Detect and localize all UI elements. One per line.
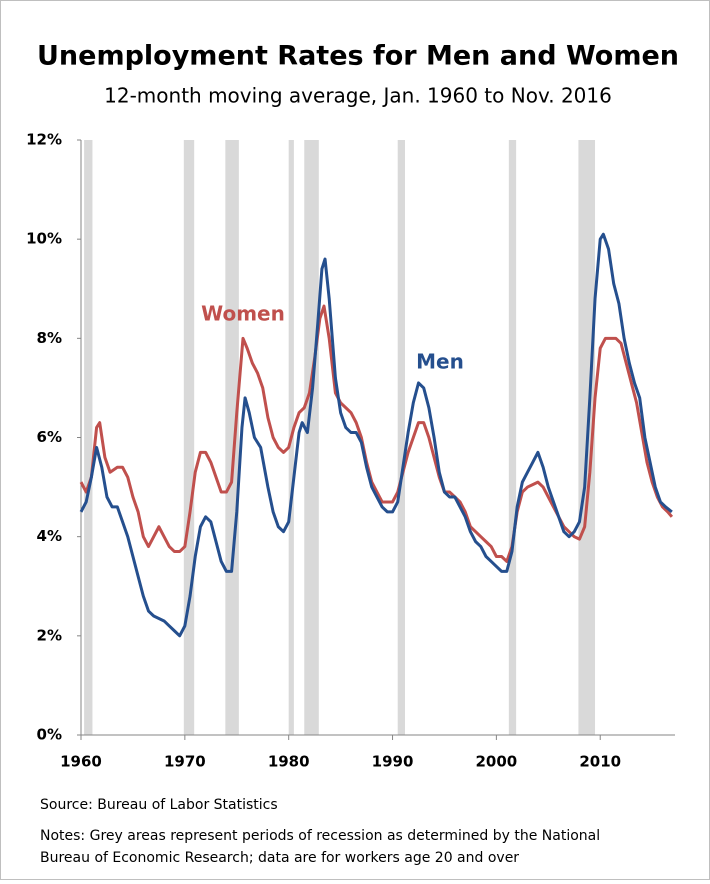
y-tick-label: 12% xyxy=(26,131,62,149)
notes-line: Bureau of Economic Research; data are fo… xyxy=(40,850,519,866)
series-line xyxy=(79,232,673,638)
recession-band xyxy=(225,140,239,735)
source: Source: Bureau of Labor Statistics xyxy=(40,797,278,813)
chart-title: Unemployment Rates for Men and Women xyxy=(37,41,679,72)
x-tick-label: 2000 xyxy=(476,753,518,771)
y-tick-label: 6% xyxy=(37,428,62,446)
series-label: Men xyxy=(416,350,464,374)
x-tick-label: 1980 xyxy=(268,753,310,771)
recession-band xyxy=(183,140,195,735)
y-tick-label: 10% xyxy=(26,230,62,248)
notes-line: Notes: Grey areas represent periods of r… xyxy=(40,828,600,844)
y-tick-label: 0% xyxy=(37,726,62,744)
x-tick-label: 2010 xyxy=(579,753,621,771)
series-label: Women xyxy=(201,302,285,326)
recession-band xyxy=(508,140,517,735)
recession-band xyxy=(84,140,93,735)
x-tick-label: 1960 xyxy=(60,753,102,771)
x-tick-label: 1970 xyxy=(164,753,206,771)
recession-band xyxy=(304,140,319,735)
x-tick-label: 1990 xyxy=(372,753,414,771)
y-tick-label: 8% xyxy=(37,329,62,347)
series-line xyxy=(79,304,674,563)
chart-subtitle: 12-month moving average, Jan. 1960 to No… xyxy=(104,84,612,108)
y-tick-label: 4% xyxy=(37,527,62,545)
y-tick-label: 2% xyxy=(37,626,62,644)
recession-band xyxy=(397,140,405,735)
